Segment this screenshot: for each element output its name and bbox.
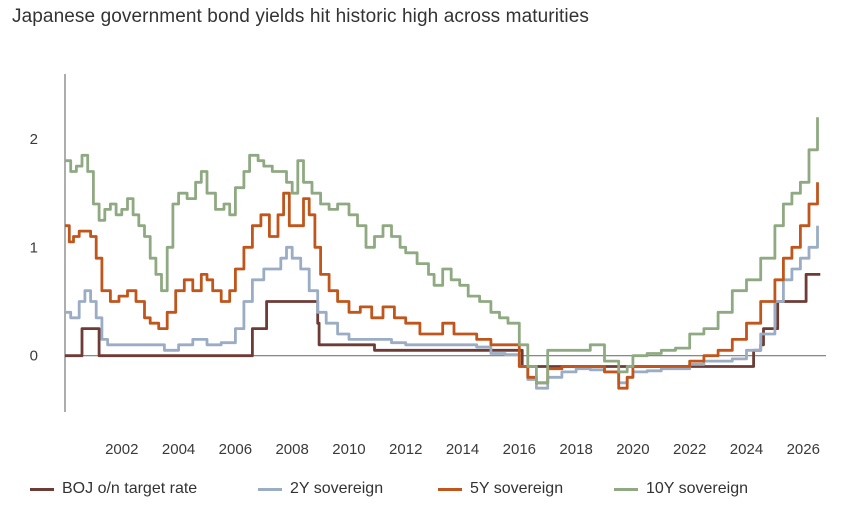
legend-label: 2Y sovereign [290, 480, 384, 497]
y-tick-label: 2 [30, 131, 38, 148]
legend-label: BOJ o/n target rate [62, 480, 198, 497]
x-tick-label: 2018 [559, 441, 592, 458]
chart-title: Japanese government bond yields hit hist… [12, 6, 589, 27]
series-line-3 [65, 117, 819, 385]
legend-swatch [614, 487, 638, 491]
x-tick-label: 2008 [275, 441, 308, 458]
x-tick-label: 2022 [673, 441, 706, 458]
line-chart: 0 1 2 2002 2004 2006 2008 2010 2012 2014 2016 2018 2… [30, 74, 826, 458]
x-tick-label: 2024 [730, 441, 763, 458]
legend-swatch [438, 487, 462, 491]
series-line-0 [65, 273, 821, 368]
legend-item: 2Y sovereign [258, 480, 383, 498]
x-tick-label: 2026 [787, 441, 820, 458]
x-tick-label: 2004 [162, 441, 195, 458]
x-tick-label: 2016 [503, 441, 536, 458]
chart-legend: BOJ o/n target rate 2Y sovereign 5Y sovere… [0, 480, 865, 506]
x-tick-label: 2012 [389, 441, 422, 458]
legend-swatch [258, 487, 282, 491]
legend-item: 5Y sovereign [438, 480, 563, 498]
x-tick-label: 2002 [105, 441, 138, 458]
y-tick-label: 0 [30, 348, 38, 365]
x-tick-label: 2020 [616, 441, 649, 458]
legend-label: 5Y sovereign [470, 480, 564, 497]
x-tick-label: 2010 [332, 441, 365, 458]
x-tick-label: 2014 [446, 441, 479, 458]
legend-item: BOJ o/n target rate [30, 480, 197, 498]
x-tick-label: 2006 [219, 441, 252, 458]
legend-swatch [30, 487, 54, 491]
y-tick-label: 1 [30, 239, 38, 256]
legend-label: 10Y sovereign [646, 480, 748, 497]
legend-item: 10Y sovereign [614, 480, 748, 498]
series-line-2 [65, 182, 819, 390]
series-line-1 [65, 225, 819, 390]
